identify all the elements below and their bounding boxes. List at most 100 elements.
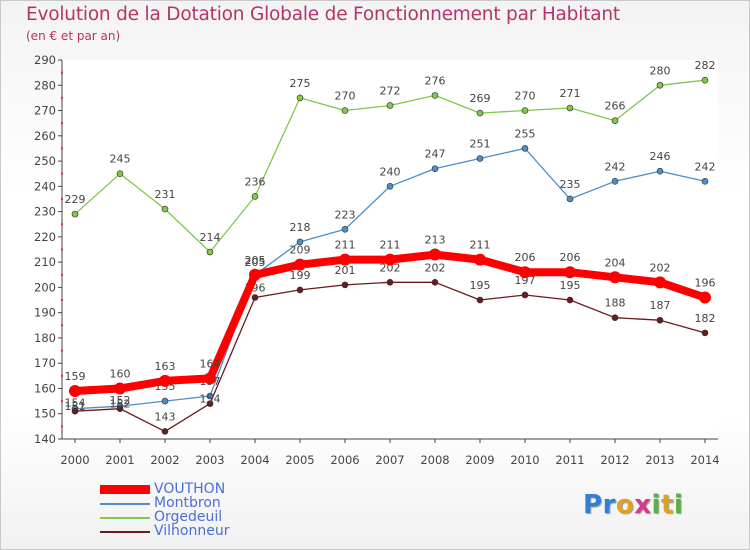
x-tick-label: 2012 (600, 453, 629, 467)
data-point (386, 102, 394, 109)
x-tick-label: 2014 (690, 453, 719, 467)
data-point (654, 276, 666, 289)
data-label: 240 (380, 165, 401, 178)
data-point (161, 428, 169, 435)
logo-letter: P (583, 490, 603, 520)
data-point (296, 238, 304, 246)
y-tick-label: 220 (34, 230, 56, 244)
data-label: 152 (110, 394, 131, 407)
data-point (701, 76, 709, 84)
data-point (699, 291, 711, 304)
data-point (116, 170, 124, 177)
y-tick-label: 200 (34, 280, 56, 294)
data-point (429, 248, 441, 261)
data-label: 214 (200, 231, 221, 244)
data-label: 247 (425, 148, 446, 161)
data-label: 275 (290, 77, 311, 90)
data-label: 229 (65, 193, 86, 206)
y-tick-label: 180 (34, 331, 56, 345)
x-tick-label: 2003 (195, 453, 224, 467)
chart-subtitle: (en € et par an) (26, 29, 121, 43)
data-label: 218 (290, 221, 311, 234)
data-point (564, 266, 576, 279)
data-point (431, 279, 439, 286)
data-point (609, 271, 621, 284)
legend-swatch (100, 485, 150, 494)
series-vouthon: 159 160 163 164 205 209 211 211 213 211 206 206 204 2… (65, 234, 716, 397)
data-label: 271 (560, 87, 581, 100)
y-tick-label: 160 (34, 381, 56, 395)
x-tick-label: 2011 (555, 453, 584, 467)
data-label: 205 (245, 256, 266, 269)
data-label: 236 (245, 175, 266, 188)
data-label: 209 (290, 244, 311, 257)
data-label: 188 (605, 297, 626, 310)
data-label: 255 (515, 127, 536, 140)
data-label: 202 (650, 261, 671, 274)
data-point (656, 167, 664, 175)
data-point (161, 205, 169, 213)
data-point (341, 225, 349, 233)
data-label: 242 (605, 160, 626, 173)
data-point (386, 183, 394, 190)
data-point (206, 248, 214, 256)
data-point (611, 177, 619, 185)
data-label: 211 (470, 239, 491, 252)
data-point (116, 405, 124, 412)
data-label: 235 (560, 178, 581, 191)
legend-item-orgedeuil: Orgedeuil (100, 509, 340, 526)
data-point (249, 268, 261, 281)
x-tick-label: 2000 (60, 453, 89, 467)
legend-label: Montbron (154, 495, 221, 511)
y-tick-label: 190 (34, 306, 56, 320)
data-point (206, 400, 214, 407)
data-point (384, 253, 396, 266)
data-label: 201 (335, 264, 356, 277)
data-label: 205 (245, 254, 266, 267)
data-label: 223 (335, 208, 356, 221)
data-label: 276 (425, 74, 446, 87)
x-tick-label: 2006 (330, 453, 359, 467)
data-label: 154 (65, 397, 86, 410)
data-point (611, 314, 619, 322)
x-tick-label: 2007 (375, 453, 404, 467)
y-tick-label: 260 (34, 129, 56, 143)
data-point (519, 266, 531, 279)
data-point (566, 195, 574, 203)
data-label: 270 (515, 90, 536, 103)
data-label: 143 (155, 410, 176, 423)
data-label: 206 (560, 251, 581, 264)
data-point (431, 165, 439, 172)
data-label: 266 (605, 100, 626, 113)
data-label: 280 (650, 64, 671, 77)
x-tick-label: 2009 (465, 453, 494, 467)
data-point (476, 109, 484, 117)
data-point (339, 253, 351, 266)
data-point (431, 92, 439, 99)
data-label: 197 (515, 274, 536, 287)
logo-letter: x (634, 490, 652, 520)
series-montbron: 1541521551572052182232402472512552352422… (65, 127, 716, 412)
data-point (476, 296, 484, 304)
data-label: 213 (425, 234, 446, 247)
logo-letter: t (660, 490, 674, 520)
legend-swatch (100, 517, 150, 519)
data-point (656, 316, 664, 324)
logo-letter: o (615, 490, 635, 520)
x-tick-label: 2013 (645, 453, 674, 467)
data-point (204, 372, 216, 385)
data-point (71, 407, 79, 415)
data-label: 196 (695, 277, 716, 290)
y-tick-label: 140 (34, 432, 56, 446)
data-point (656, 81, 664, 89)
data-point (159, 374, 171, 387)
data-point (521, 291, 529, 299)
data-point (701, 329, 709, 337)
proxiti-logo: Proxiti (583, 490, 683, 520)
data-label: 154 (200, 393, 221, 406)
y-tick-label: 290 (34, 53, 56, 67)
data-point (386, 279, 394, 286)
logo-letter: i (651, 490, 661, 520)
data-point (114, 382, 126, 395)
